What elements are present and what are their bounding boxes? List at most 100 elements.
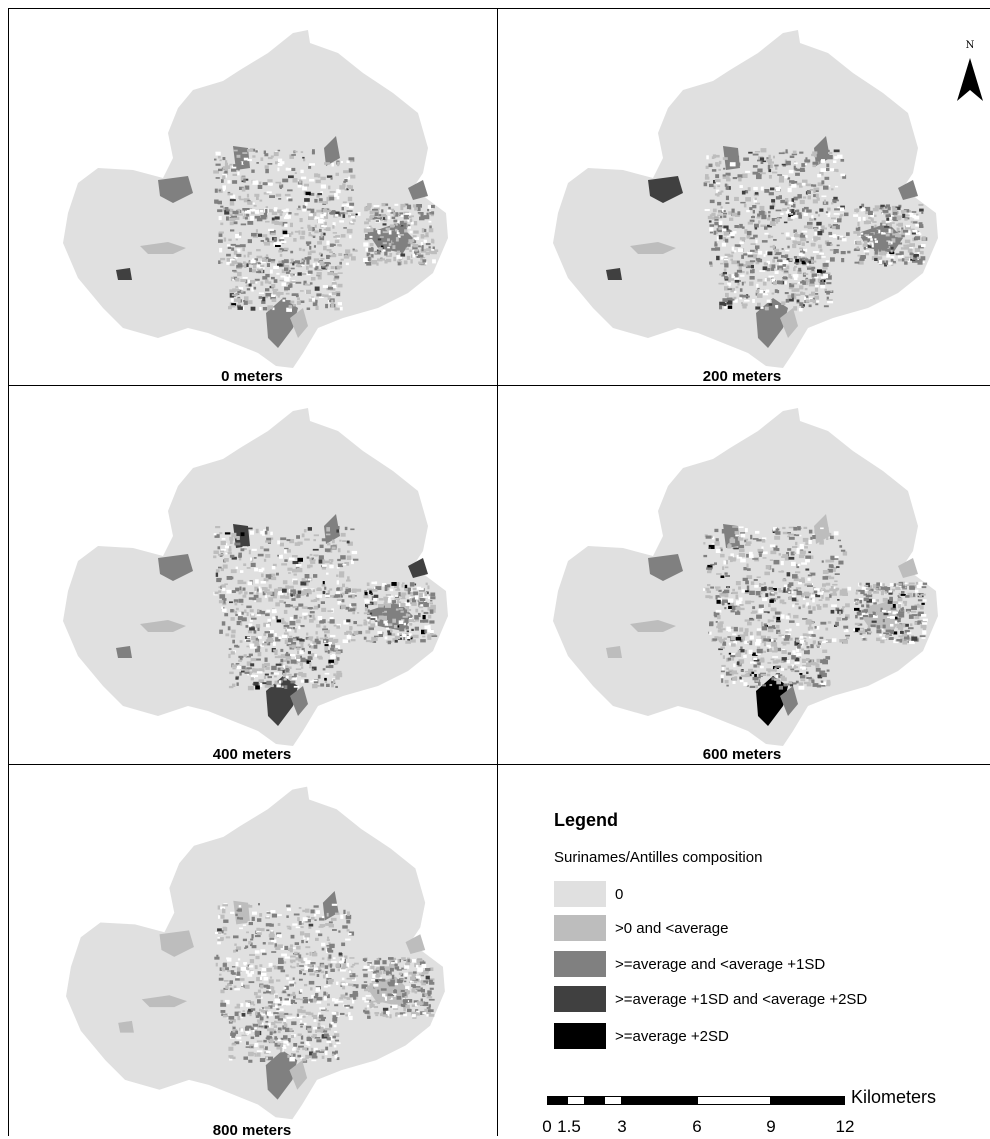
neighbourhood [813,240,817,242]
neighbourhood [214,956,220,960]
neighbourhood [897,618,901,623]
neighbourhood [334,1050,338,1054]
neighbourhood [796,549,800,554]
neighbourhood [899,251,904,255]
map-layout-frame [8,8,990,1136]
map-800-meters [66,786,445,1120]
neighbourhood [828,223,832,227]
neighbourhood [366,218,370,221]
neighbourhood [323,991,327,996]
neighbourhood [287,627,293,630]
neighbourhood [222,157,226,161]
neighbourhood [769,264,772,268]
neighbourhood [237,618,244,621]
neighbourhood [217,155,221,159]
neighbourhood [220,541,226,546]
neighbourhood [419,598,426,601]
neighbourhood [410,592,414,594]
neighbourhood [214,591,219,595]
neighbourhood [766,673,771,677]
neighbourhood [324,679,328,683]
neighbourhood [293,614,298,619]
neighbourhood [919,208,924,212]
neighbourhood [782,279,785,282]
neighbourhood [845,634,850,637]
neighbourhood [806,682,812,687]
neighbourhood [302,156,305,159]
neighbourhood [829,535,834,540]
neighbourhood [224,169,229,172]
neighbourhood [814,295,820,300]
neighbourhood [803,206,809,210]
neighbourhood [292,638,297,642]
neighbourhood [307,208,311,211]
neighbourhood [255,1034,260,1037]
neighbourhood [729,538,736,544]
neighbourhood [783,271,789,274]
neighbourhood [245,1002,250,1007]
neighbourhood [859,205,862,209]
neighbourhood [286,1016,293,1019]
neighbourhood [788,556,795,560]
neighbourhood [717,615,721,620]
neighbourhood [405,633,409,636]
neighbourhood [783,659,789,663]
neighbourhood [375,220,379,222]
district-west-strip [630,242,676,254]
neighbourhood [707,570,712,574]
neighbourhood [364,590,367,594]
neighbourhood [308,578,312,581]
neighbourhood [770,235,774,238]
neighbourhood [834,580,838,583]
neighbourhood [885,220,892,223]
neighbourhood [894,620,898,624]
neighbourhood [820,270,826,274]
neighbourhood [747,254,754,258]
neighbourhood [749,237,755,240]
neighbourhood [711,216,715,220]
neighbourhood [256,196,259,200]
neighbourhood [722,641,727,646]
neighbourhood [310,208,315,213]
neighbourhood [346,579,351,582]
neighbourhood [237,300,241,304]
neighbourhood [216,954,219,957]
neighbourhood [804,640,807,643]
neighbourhood [329,562,333,565]
neighbourhood [250,663,255,667]
neighbourhood [229,213,233,217]
neighbourhood [311,235,315,237]
neighbourhood [260,157,264,161]
neighbourhood [278,591,284,596]
neighbourhood [789,628,792,632]
neighbourhood [772,568,775,573]
neighbourhood [331,944,335,947]
neighbourhood [368,617,374,620]
neighbourhood [251,169,255,173]
neighbourhood [746,685,749,687]
neighbourhood [237,958,241,961]
neighbourhood [416,252,421,255]
neighbourhood [741,302,744,304]
neighbourhood [754,249,758,253]
neighbourhood [289,154,294,159]
neighbourhood [370,623,376,628]
neighbourhood [317,1025,321,1028]
neighbourhood [222,185,226,190]
neighbourhood [717,623,723,628]
neighbourhood [798,554,805,559]
neighbourhood [300,1056,304,1060]
neighbourhood [800,637,807,640]
neighbourhood [815,285,819,288]
neighbourhood [352,605,357,610]
neighbourhood [802,598,806,600]
neighbourhood [770,267,775,271]
neighbourhood [250,674,255,678]
neighbourhood [317,268,323,271]
neighbourhood [256,217,263,222]
neighbourhood [248,1001,255,1005]
neighbourhood [804,295,809,298]
neighbourhood [808,304,812,308]
neighbourhood [223,237,227,242]
neighbourhood [246,263,249,267]
